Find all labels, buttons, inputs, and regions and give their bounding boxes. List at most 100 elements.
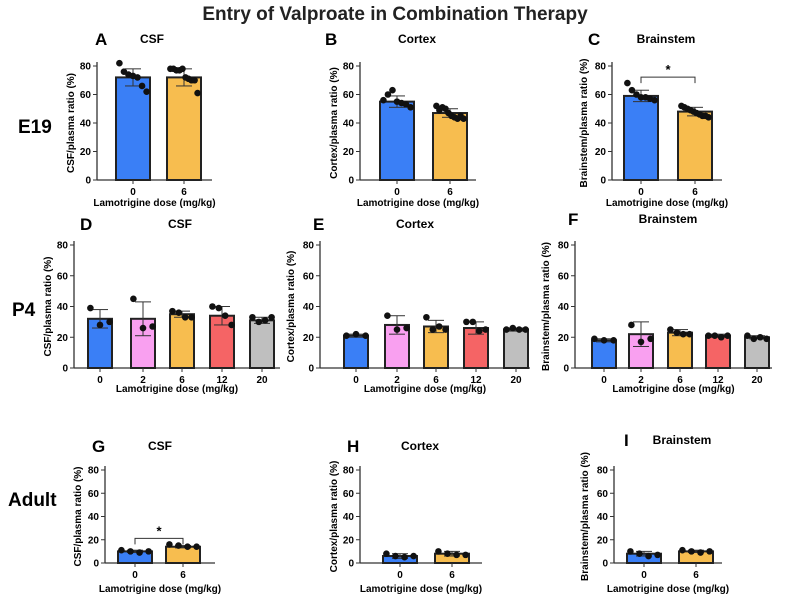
y-tick-label: 80 — [88, 466, 100, 477]
data-point — [686, 330, 693, 338]
x-tick-label: 2 — [394, 375, 400, 386]
row-label-adult: Adult — [8, 490, 57, 511]
data-point — [673, 329, 681, 336]
y-tick-label: 80 — [595, 62, 607, 73]
bar-6 — [423, 325, 449, 369]
data-point — [627, 548, 634, 555]
y-tick-label: 80 — [343, 62, 355, 73]
x-tick-label: 20 — [510, 375, 522, 386]
row-label-p4: P4 — [12, 300, 36, 321]
panel-title: Cortex — [396, 217, 434, 231]
x-tick-label: 6 — [447, 187, 453, 198]
x-tick-label: 20 — [751, 375, 763, 386]
y-axis-label: CSF/plasma ratio (%) — [66, 73, 77, 173]
data-point — [503, 326, 510, 333]
data-point — [209, 303, 216, 310]
x-tick-label: 12 — [470, 375, 482, 386]
y-tick-label: 0 — [563, 364, 569, 375]
bar-0 — [623, 94, 659, 181]
y-tick-label: 60 — [597, 489, 609, 500]
significance-label: * — [665, 62, 671, 77]
x-axis-label: Lamotrigine dose (mg/kg) — [360, 584, 482, 595]
data-point — [127, 548, 134, 555]
data-point — [139, 324, 147, 332]
x-tick-label: 6 — [692, 187, 698, 198]
x-tick-label: 6 — [693, 570, 699, 581]
data-point — [442, 326, 449, 333]
data-point — [384, 91, 392, 98]
data-point — [645, 552, 652, 560]
y-tick-label: 80 — [343, 466, 355, 477]
y-axis-label: Cortex/plasma ratio (%) — [286, 251, 297, 363]
x-tick-label: 0 — [132, 570, 138, 581]
panel-letter: E — [313, 215, 324, 234]
data-point — [384, 312, 391, 320]
bar-6 — [169, 313, 195, 369]
data-point — [444, 550, 451, 557]
data-point — [637, 338, 645, 346]
data-point — [610, 337, 617, 344]
data-point — [96, 321, 104, 329]
y-tick-label: 40 — [57, 302, 69, 313]
data-point — [179, 65, 186, 73]
y-tick-label: 60 — [88, 489, 100, 500]
x-tick-label: 0 — [601, 375, 607, 386]
y-tick-label: 40 — [88, 512, 100, 523]
x-tick-label: 6 — [179, 375, 185, 386]
y-tick-label: 60 — [303, 271, 315, 282]
data-point — [705, 114, 712, 121]
x-tick-label: 0 — [641, 570, 647, 581]
row-label-e19: E19 — [18, 117, 52, 138]
data-point — [463, 318, 470, 326]
data-point — [756, 333, 764, 341]
y-tick-label: 20 — [57, 333, 69, 344]
data-point — [143, 88, 150, 95]
data-point — [654, 551, 661, 559]
data-point — [717, 333, 725, 341]
data-point — [435, 548, 442, 555]
bar-12 — [705, 334, 731, 369]
data-point — [169, 307, 176, 315]
y-tick-label: 20 — [80, 147, 92, 158]
data-point — [393, 326, 401, 333]
data-point — [475, 327, 483, 335]
y-tick-label: 0 — [600, 176, 606, 187]
panel-title: CSF — [148, 439, 172, 453]
y-axis-label: CSF/plasma ratio (%) — [73, 466, 84, 566]
panel-letter: B — [325, 30, 337, 49]
data-point — [343, 332, 350, 340]
y-tick-label: 40 — [597, 512, 609, 523]
x-axis-label: Lamotrigine dose (mg/kg) — [612, 384, 734, 395]
data-point — [724, 332, 731, 340]
data-point — [407, 104, 414, 111]
bar-6 — [677, 110, 713, 181]
significance-bracket — [134, 537, 184, 545]
x-tick-label: 0 — [130, 187, 136, 198]
data-point — [509, 324, 517, 332]
data-point — [145, 548, 152, 555]
data-point — [482, 326, 489, 333]
bar-20 — [249, 319, 275, 369]
x-tick-label: 6 — [433, 375, 439, 386]
data-point — [522, 326, 529, 333]
data-point — [175, 309, 183, 316]
data-point — [116, 59, 123, 67]
data-point — [515, 326, 523, 333]
panel-letter: D — [80, 215, 92, 234]
data-point — [392, 552, 399, 560]
y-tick-label: 20 — [303, 333, 315, 344]
data-point — [249, 313, 256, 321]
data-point — [181, 313, 189, 321]
bar-20 — [503, 328, 529, 369]
data-point — [628, 86, 636, 94]
data-point — [460, 115, 467, 123]
significance-bracket — [640, 76, 696, 84]
y-axis-label: Cortex/plasma ratio (%) — [329, 67, 340, 179]
x-axis-label: Lamotrigine dose (mg/kg) — [607, 584, 729, 595]
y-tick-label: 80 — [303, 241, 315, 252]
data-point — [462, 551, 469, 559]
x-axis-label: Lamotrigine dose (mg/kg) — [93, 198, 215, 209]
x-tick-label: 6 — [181, 187, 187, 198]
